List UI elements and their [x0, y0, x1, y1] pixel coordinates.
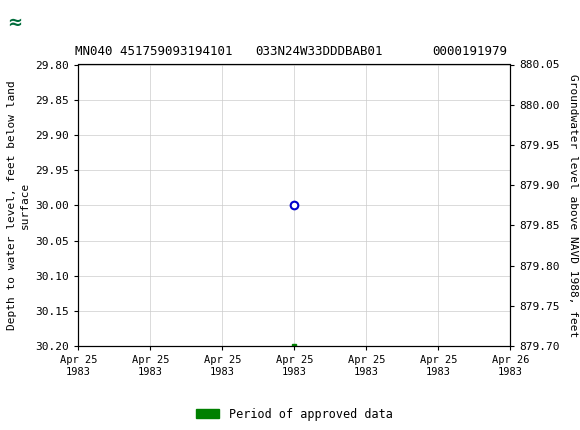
Y-axis label: Groundwater level above NAVD 1988, feet: Groundwater level above NAVD 1988, feet [568, 74, 578, 337]
Text: 0000191979: 0000191979 [432, 45, 507, 58]
Text: USGS: USGS [49, 12, 113, 33]
Text: MN040 451759093194101: MN040 451759093194101 [75, 45, 233, 58]
Text: 033N24W33DDDBAB01: 033N24W33DDDBAB01 [255, 45, 383, 58]
Text: ≈: ≈ [7, 14, 22, 31]
Bar [5, 3, 45, 42]
Legend: Period of approved data: Period of approved data [196, 408, 393, 421]
Y-axis label: Depth to water level, feet below land
surface: Depth to water level, feet below land su… [7, 80, 30, 330]
